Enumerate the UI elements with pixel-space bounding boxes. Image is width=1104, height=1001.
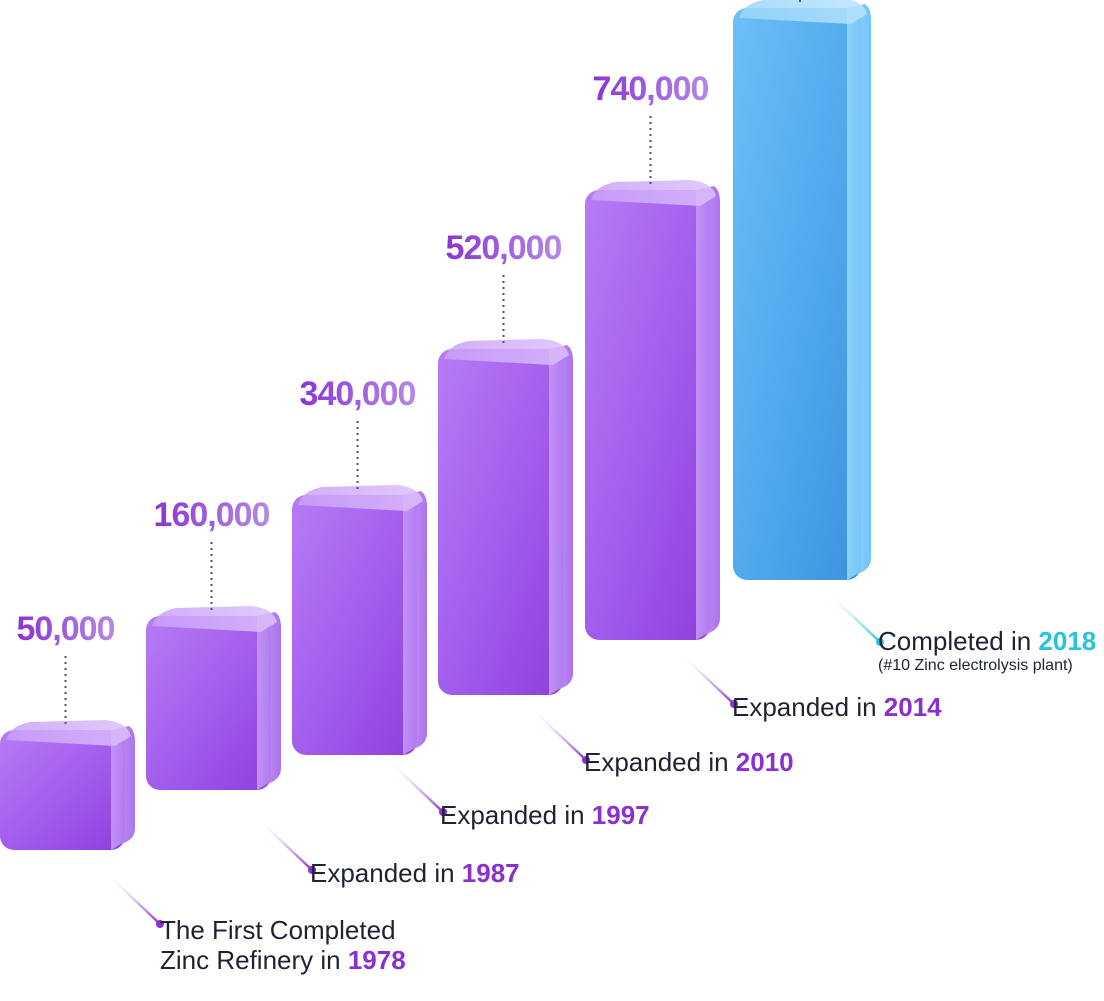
caption-1978: The First Completed Zinc Refinery in 1978 (160, 915, 406, 975)
caption-1987: Expanded in 1987 (310, 858, 520, 888)
caption-year: 1997 (591, 800, 650, 830)
bar-top-face (444, 339, 569, 365)
caption-connector (104, 871, 161, 925)
caption-2010: Expanded in 2010 (584, 747, 794, 777)
value-label: 740,000 (593, 70, 709, 108)
caption-1997: Expanded in 1997 (440, 800, 650, 830)
caption-line: The First Completed (160, 915, 396, 945)
bar-1978: 50,000 (0, 610, 164, 928)
bar-front-face (292, 495, 417, 755)
bar-side-face (549, 345, 573, 695)
bar-1997: 340,000 (292, 375, 447, 816)
bar-side-face (403, 491, 427, 755)
caption-year: 2014 (883, 692, 942, 722)
bar-side-face (847, 4, 871, 580)
caption-dot (582, 756, 590, 764)
value-label: 50,000 (17, 610, 115, 648)
caption-connector (530, 707, 587, 761)
caption-year: 1987 (461, 858, 520, 888)
bar-front-face (0, 730, 125, 850)
bar-1987: 160,000 (146, 496, 316, 874)
caption-connector (387, 759, 444, 813)
caption-year: 2018 (1038, 626, 1097, 656)
caption-dot (730, 700, 738, 708)
caption-connector (256, 817, 313, 871)
bar-top-face (152, 606, 277, 632)
bar-top-face (6, 720, 131, 746)
bar-side-face (111, 726, 135, 850)
bar-side-face (696, 186, 720, 640)
caption-line: Zinc Refinery in 1978 (160, 945, 406, 975)
value-label: 160,000 (154, 496, 270, 534)
caption-line: Expanded in 2014 (732, 692, 942, 722)
value-label: 340,000 (300, 375, 416, 413)
caption-2014: Expanded in 2014 (732, 692, 942, 722)
caption-dot (439, 808, 447, 816)
caption-connector (824, 589, 881, 643)
bar-top-face (739, 0, 867, 24)
caption-line: Completed in 2018 (878, 626, 1097, 656)
bar-top-face (298, 485, 423, 511)
caption-note: (#10 Zinc electrolysis plant) (878, 657, 1073, 674)
bar-front-face (585, 190, 710, 640)
caption-connector (678, 651, 735, 705)
caption-line: Expanded in 1987 (310, 858, 520, 888)
caption-dot (876, 638, 884, 646)
caption-2018: Completed in 2018 (#10 Zinc electrolysis … (878, 626, 1096, 676)
caption-year: 1978 (347, 945, 406, 975)
value-label: 520,000 (446, 229, 562, 267)
bar-2010: 520,000 (438, 229, 590, 764)
bar-2018: 1,000,000 (733, 0, 884, 646)
bar-side-face (257, 612, 281, 790)
bar-front-face (733, 8, 861, 580)
bar-front-face (438, 349, 563, 695)
caption-dot (308, 866, 316, 874)
caption-year: 2010 (735, 747, 794, 777)
bar-2014: 740,000 (585, 70, 738, 708)
caption-line: Expanded in 1997 (440, 800, 650, 830)
caption-dot (156, 920, 164, 928)
bar-front-face (146, 616, 271, 790)
bar-top-face (591, 180, 716, 206)
caption-line: Expanded in 2010 (584, 747, 794, 777)
